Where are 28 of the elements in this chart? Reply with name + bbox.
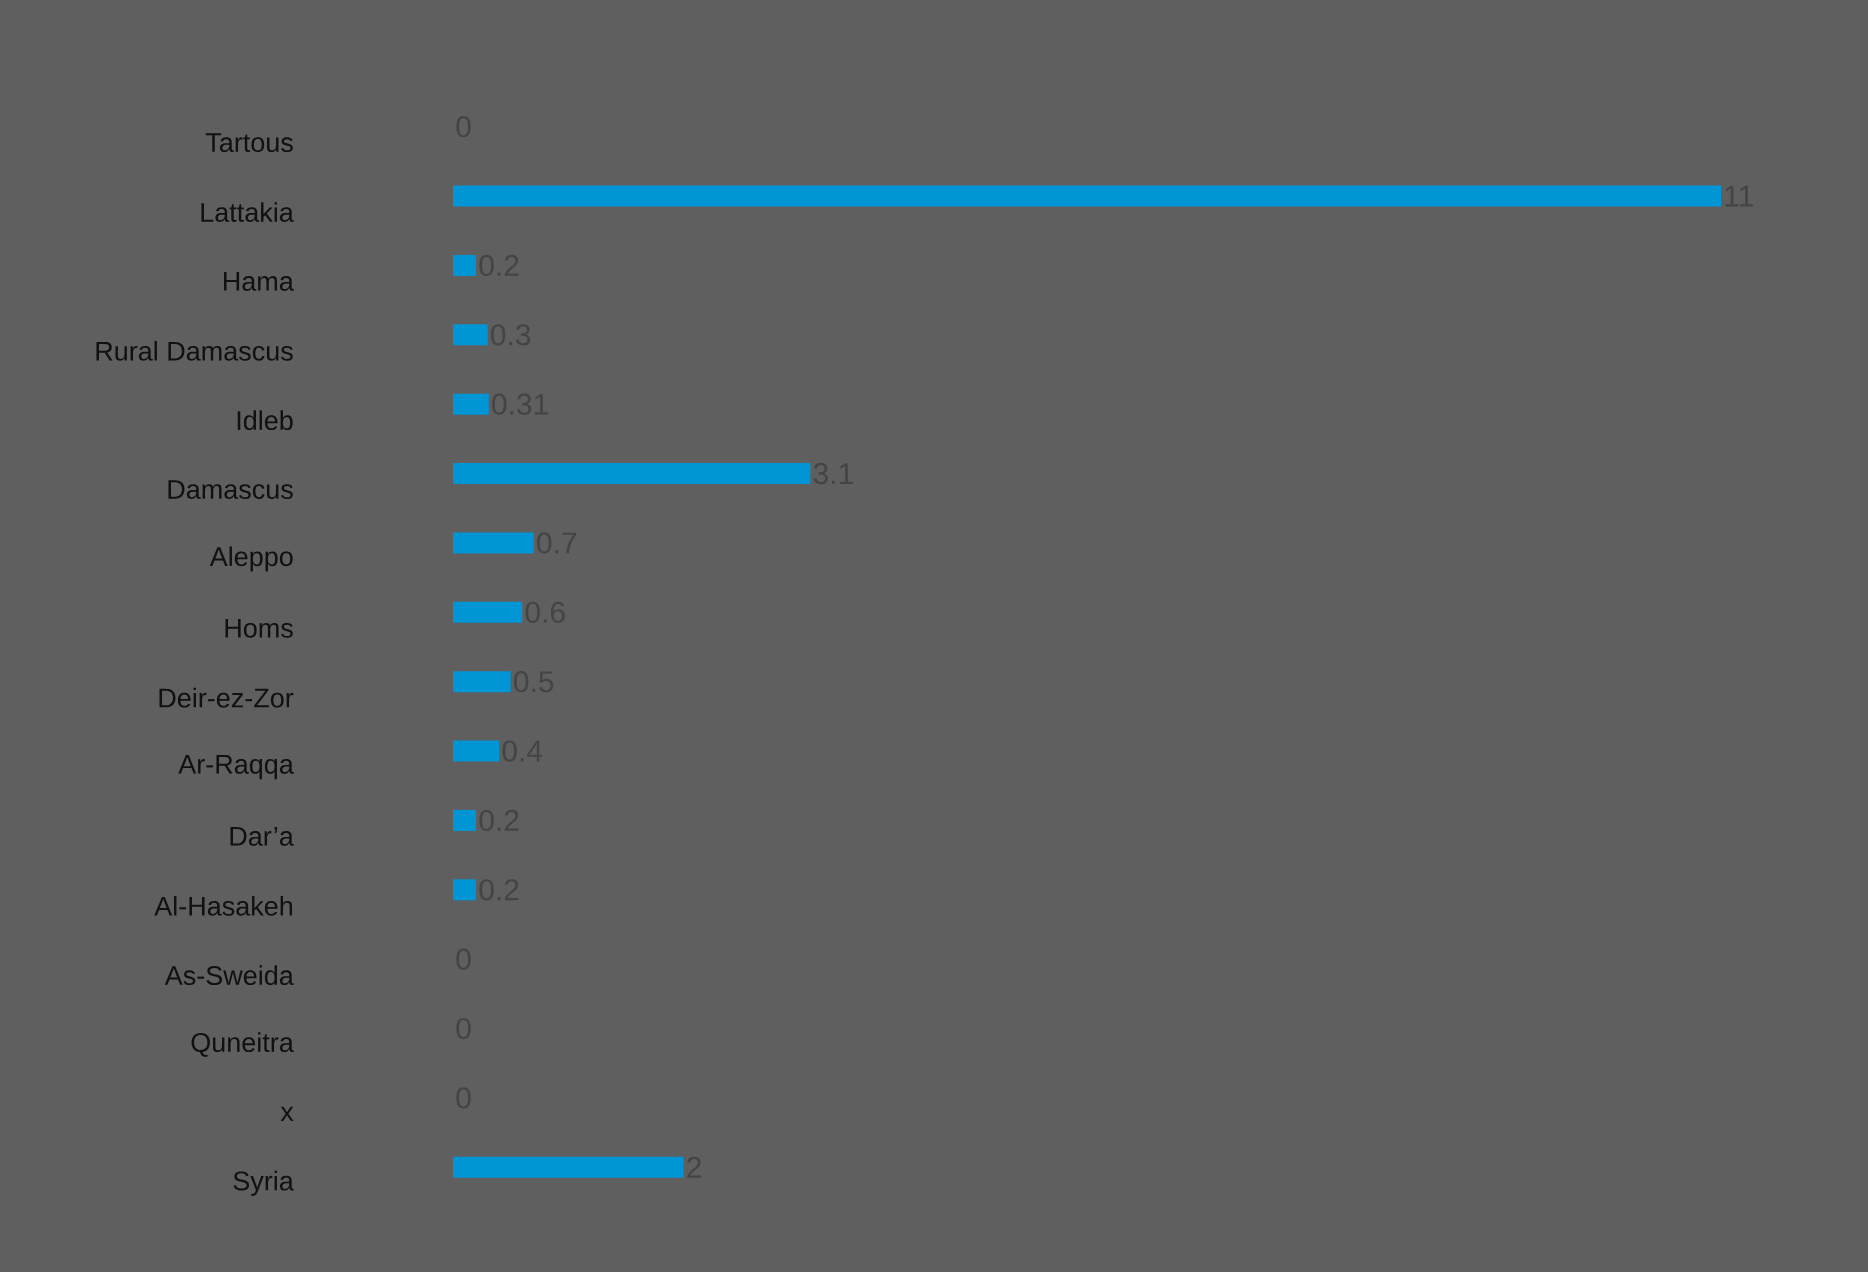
bar: [453, 254, 477, 276]
bar: [453, 740, 500, 762]
bar: [453, 601, 523, 623]
bar: [453, 463, 811, 485]
y-tick-label: Syria: [233, 1170, 294, 1196]
y-tick-label: Al-Hasakeh: [154, 895, 293, 916]
bar: [453, 324, 488, 346]
bar: [453, 532, 534, 554]
y-tick-label: Rural Damascus: [96, 340, 293, 361]
y-tick-label: x: [280, 1106, 294, 1122]
bar: [453, 185, 1722, 207]
bar: [453, 393, 489, 415]
bar: [453, 1156, 684, 1178]
y-tick-label: As-Sweida: [164, 965, 294, 986]
y-tick-label: Tartous: [205, 133, 293, 153]
y-tick-label: Quneitra: [191, 1032, 294, 1057]
y-tick-label: Deir-ez-Zor: [159, 687, 294, 708]
y-tick-label: Aleppo: [209, 546, 293, 572]
y-tick-label: Damascus: [168, 480, 293, 499]
y-tick-label: Dar’a: [230, 827, 294, 846]
y-tick-label: Homs: [225, 618, 293, 638]
y-tick-label: Idleb: [237, 410, 293, 431]
bar: [453, 809, 477, 831]
bar: [453, 879, 477, 901]
y-tick-label: Lattakia: [201, 202, 294, 222]
bar: [453, 671, 511, 693]
y-tick-label: Ar-Raqqa: [178, 754, 294, 780]
y-tick-label: Hama: [224, 272, 294, 291]
